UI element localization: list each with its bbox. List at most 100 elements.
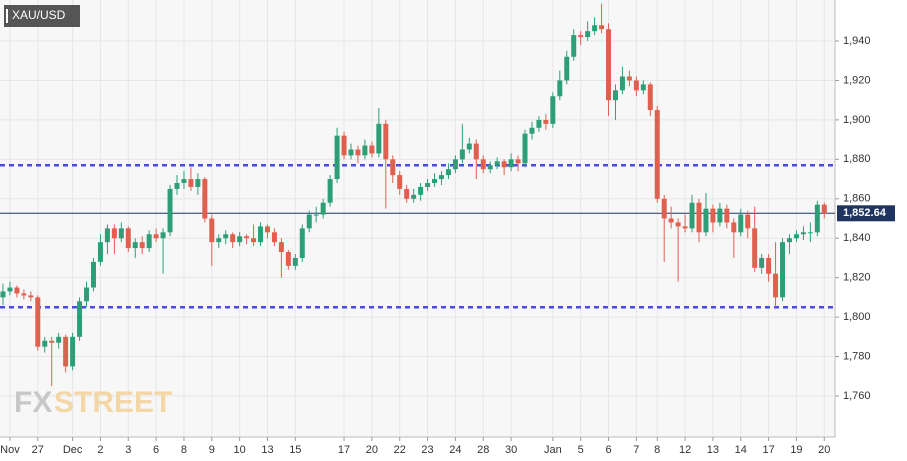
y-tick-label: 1,880: [843, 153, 871, 165]
candle-body: [640, 84, 646, 91]
candle-body: [264, 226, 270, 233]
candle-body: [668, 218, 674, 223]
candle-body: [411, 194, 417, 199]
candle-body: [271, 232, 277, 243]
candle-body: [362, 145, 368, 156]
candle-body: [397, 175, 403, 189]
candle-body: [564, 56, 570, 81]
y-tick-label: 1,900: [843, 114, 871, 126]
x-tick-label: 8: [654, 444, 660, 456]
x-tick-label: 9: [209, 444, 215, 456]
x-tick-label: 20: [366, 444, 378, 456]
candle-body: [821, 204, 827, 214]
candle-body: [21, 293, 27, 296]
candle-body: [522, 133, 528, 164]
grid: [0, 0, 835, 437]
candle-body: [139, 242, 145, 249]
candle-body: [97, 242, 103, 262]
candle-body: [807, 232, 813, 234]
candle-body: [675, 222, 681, 227]
candle-body: [494, 161, 500, 166]
y-tick-label: 1,760: [843, 390, 871, 402]
x-tick-label: 12: [679, 444, 691, 456]
watermark-street: STREET: [54, 386, 172, 419]
candle-body: [745, 214, 751, 229]
x-tick-label: 24: [449, 444, 461, 456]
candle-body: [376, 123, 382, 154]
candle-body: [626, 76, 632, 81]
candle-body: [550, 96, 556, 124]
candle-body: [237, 236, 243, 243]
candle-body: [612, 90, 618, 101]
candle-body: [230, 234, 236, 243]
title-box: [4, 5, 80, 27]
candles: [0, 3, 827, 387]
candle-body: [28, 295, 34, 298]
candle-body: [452, 159, 458, 170]
candle-body: [35, 297, 41, 347]
candle-body: [759, 257, 765, 268]
candle-body: [341, 135, 347, 156]
x-tick-label: Nov: [0, 444, 20, 456]
candle-body: [800, 232, 806, 235]
x-tick-label: 17: [762, 444, 774, 456]
y-tick-label: 1,860: [843, 193, 871, 205]
candle-body: [515, 159, 521, 164]
x-tick-label: 7: [633, 444, 639, 456]
x-tick-label: 6: [605, 444, 611, 456]
candle-body: [536, 119, 542, 128]
candle-body: [216, 238, 222, 243]
price-tag: [837, 205, 895, 222]
candle-body: [63, 336, 69, 367]
x-tick-label: 15: [289, 444, 301, 456]
x-tick-label: 22: [394, 444, 406, 456]
candle-body: [606, 29, 612, 101]
candle-body: [56, 336, 62, 343]
watermark: FX STREET: [14, 386, 172, 419]
candle-body: [425, 183, 431, 187]
candle-body: [689, 202, 695, 229]
candle-body: [125, 228, 131, 249]
candle-body: [529, 127, 535, 134]
candle-body: [383, 123, 389, 160]
candle-body: [703, 208, 709, 233]
candle-body: [202, 179, 208, 219]
candle-body: [0, 291, 6, 298]
candle-body: [710, 208, 716, 223]
candle-body: [334, 135, 340, 180]
candle-body: [780, 242, 786, 298]
candle-body: [661, 198, 667, 219]
candle-body: [104, 228, 110, 243]
candle-body: [654, 110, 660, 199]
candle-body: [42, 340, 48, 347]
x-tick-label: 28: [477, 444, 489, 456]
candle-body: [466, 143, 472, 150]
candle-body: [633, 80, 639, 91]
candle-body: [369, 145, 375, 154]
x-tick-label: 14: [735, 444, 747, 456]
candle-body: [578, 35, 584, 38]
axes: 1,760 1,780 1,800 1,820 1,840 1,860 1,880 1,900…: [0, 35, 895, 456]
x-tick-label: 6: [153, 444, 159, 456]
candle-body: [299, 228, 305, 258]
x-tick-label: 13: [261, 444, 273, 456]
x-tick-label: 8: [181, 444, 187, 456]
candle-body: [160, 232, 166, 239]
x-tick-label: 5: [578, 444, 584, 456]
candle-body: [432, 179, 438, 184]
candle-body: [153, 234, 159, 239]
candle-body: [473, 143, 479, 160]
candle-body: [292, 257, 298, 266]
x-tick-label: 13: [707, 444, 719, 456]
candle-body: [543, 119, 549, 124]
candle-body: [459, 149, 465, 160]
candle-body: [306, 214, 312, 229]
plot-area: [0, 0, 835, 437]
candle-body: [487, 165, 493, 170]
candle-body: [132, 242, 138, 249]
candle-body: [752, 228, 758, 268]
x-tick-label: 27: [32, 444, 44, 456]
candle-body: [327, 179, 333, 203]
candle-body: [195, 179, 201, 187]
candle-body: [320, 202, 326, 215]
